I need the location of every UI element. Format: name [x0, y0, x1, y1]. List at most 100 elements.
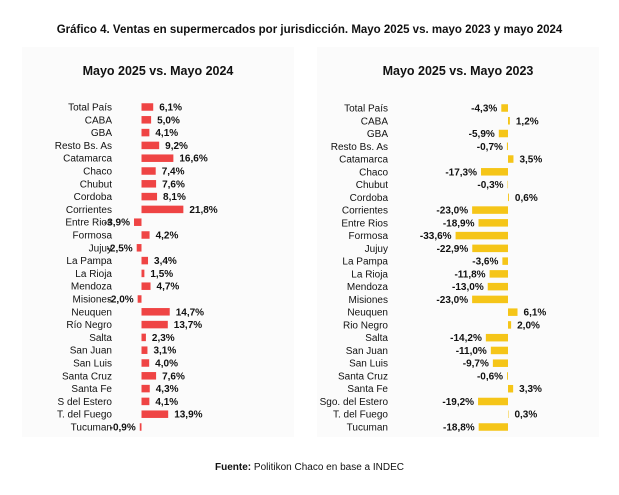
left-category-label: Chubut	[80, 179, 112, 190]
right-category-label: CABA	[361, 116, 389, 127]
left-data-label: 21,8%	[189, 205, 217, 216]
left-data-label: 4,1%	[155, 397, 178, 408]
right-category-label: GBA	[367, 129, 388, 140]
left-data-label: 7,6%	[162, 179, 185, 190]
left-panel	[22, 47, 294, 437]
right-category-label: Chaco	[359, 167, 388, 178]
left-data-label: 4,0%	[155, 359, 178, 370]
right-category-label: Entre Rios	[341, 218, 388, 229]
left-bar	[137, 295, 142, 303]
left-data-label: 9,2%	[165, 141, 188, 152]
right-data-label: -11,0%	[456, 346, 487, 357]
left-category-label: Mendoza	[71, 282, 113, 293]
left-bar	[139, 423, 142, 431]
right-bar	[487, 282, 508, 291]
right-bar	[507, 372, 508, 380]
left-category-label: Catamarca	[63, 154, 112, 165]
left-bar	[136, 244, 142, 252]
left-bar	[141, 103, 154, 111]
right-category-label: Santa Fe	[347, 384, 388, 395]
right-category-label: La Rioja	[351, 269, 388, 280]
left-bar	[141, 154, 174, 162]
left-category-label: GBA	[91, 128, 112, 139]
right-category-label: T. del Fuego	[333, 410, 388, 421]
chart-main-title: Gráfico 4. Ventas en supermercados por j…	[56, 24, 563, 36]
right-bar	[478, 397, 508, 406]
right-data-label: -33,6%	[420, 231, 452, 242]
right-data-label: -0,3%	[477, 180, 503, 191]
right-data-label: 3,5%	[519, 155, 542, 166]
right-data-label: -22,9%	[437, 244, 469, 255]
left-data-label: 4,1%	[155, 128, 178, 139]
left-category-label: La Rioja	[75, 269, 112, 280]
right-category-label: Misiones	[349, 295, 388, 306]
left-data-label: -0,9%	[110, 423, 136, 434]
left-category-label: Santa Fe	[71, 384, 112, 395]
right-data-label: -18,8%	[443, 423, 475, 434]
left-data-label: 16,6%	[179, 154, 207, 165]
right-bar	[490, 346, 508, 355]
right-data-label: -18,9%	[443, 218, 475, 229]
right-category-label: Santa Cruz	[338, 371, 388, 382]
right-data-label: 3,3%	[519, 384, 542, 395]
left-category-label: San Luis	[73, 359, 112, 370]
right-category-label: Tucuman	[347, 423, 388, 434]
left-category-label: La Pampa	[66, 256, 112, 267]
left-data-label: 1,5%	[150, 269, 173, 280]
right-category-label: La Pampa	[342, 257, 388, 268]
left-data-label: 7,4%	[162, 167, 185, 178]
right-bar	[489, 270, 508, 278]
left-category-label: San Juan	[70, 346, 112, 357]
left-data-label: -2,5%	[107, 243, 133, 254]
left-bar	[141, 359, 150, 367]
right-data-label: -23,0%	[436, 295, 468, 306]
left-bar	[141, 128, 150, 137]
left-category-label: Corrientes	[66, 205, 112, 216]
left-category-label: Neuquen	[71, 307, 112, 318]
left-category-label: Misiones	[73, 295, 112, 306]
left-category-label: Santa Cruz	[62, 371, 112, 382]
right-bar	[481, 168, 508, 176]
left-data-label: 3,1%	[153, 346, 176, 357]
left-bar	[141, 320, 168, 329]
right-category-label: Jujuy	[365, 244, 388, 255]
right-category-label: Salta	[365, 333, 388, 344]
right-category-label: Corrientes	[342, 206, 388, 217]
left-data-label: 4,7%	[157, 282, 180, 293]
right-bar	[508, 321, 512, 329]
right-data-label: -0,6%	[477, 371, 503, 382]
right-bar	[472, 295, 508, 304]
left-category-label: Formosa	[73, 231, 113, 242]
right-data-label: 0,3%	[514, 410, 537, 421]
left-data-label: 4,2%	[156, 231, 179, 242]
left-category-label: Resto Bs. As	[55, 141, 112, 152]
left-bar	[141, 384, 150, 393]
right-bar	[502, 257, 508, 265]
right-data-label: -5,9%	[469, 129, 495, 140]
left-bar	[141, 205, 184, 214]
left-bar	[141, 180, 157, 188]
right-data-label: 1,2%	[516, 116, 539, 127]
right-data-label: -4,3%	[471, 104, 497, 115]
left-bar	[134, 218, 142, 226]
right-data-label: -9,7%	[463, 359, 489, 370]
right-data-label: 2,0%	[517, 320, 540, 331]
right-bar	[478, 423, 508, 431]
left-data-label: 8,1%	[163, 192, 186, 203]
left-bar	[141, 410, 169, 418]
left-bar	[141, 231, 150, 239]
left-category-label: Cordoba	[74, 192, 113, 203]
right-category-label: Mendoza	[347, 282, 389, 293]
left-data-label: 13,9%	[174, 410, 202, 421]
right-category-label: Cordoba	[350, 193, 389, 204]
source-note: Fuente: Politikon Chaco en base a INDEC	[0, 462, 619, 473]
left-category-label: T. del Fuego	[57, 410, 112, 421]
right-category-label: Sgo. del Estero	[320, 397, 389, 408]
left-bar	[141, 256, 149, 265]
right-bar	[472, 206, 508, 214]
right-bar	[498, 129, 508, 138]
left-category-label: CABA	[85, 115, 113, 126]
right-data-label: -23,0%	[436, 206, 468, 217]
left-bar	[141, 269, 145, 278]
